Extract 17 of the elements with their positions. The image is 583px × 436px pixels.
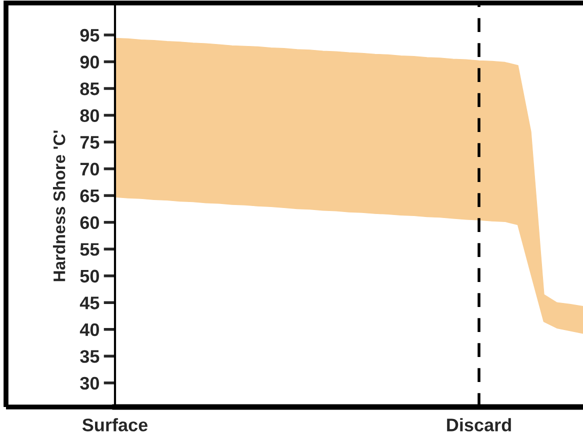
y-tick-label: 75	[80, 136, 100, 149]
y-tick-label: 35	[80, 350, 100, 363]
y-tick-label: 40	[80, 323, 99, 336]
y-tick-label: 50	[80, 270, 99, 283]
y-tick-label: 60	[80, 216, 99, 230]
y-tick-label: 95	[80, 28, 100, 42]
y-tick-label: 85	[80, 82, 100, 96]
x-tick-label: Discard	[447, 418, 511, 432]
x-tick-label: Surface	[82, 418, 148, 432]
y-tick-label: 80	[80, 109, 99, 122]
y-tick-label: 55	[80, 243, 100, 256]
y-tick-label: 65	[80, 189, 100, 202]
y-tick-label: 70	[80, 162, 99, 176]
y-tick-label: 45	[80, 296, 100, 310]
y-tick-label: 30	[80, 376, 99, 390]
y-axis-title: Hardness Shore 'C'	[52, 130, 66, 282]
y-tick-label: 90	[80, 56, 99, 68]
